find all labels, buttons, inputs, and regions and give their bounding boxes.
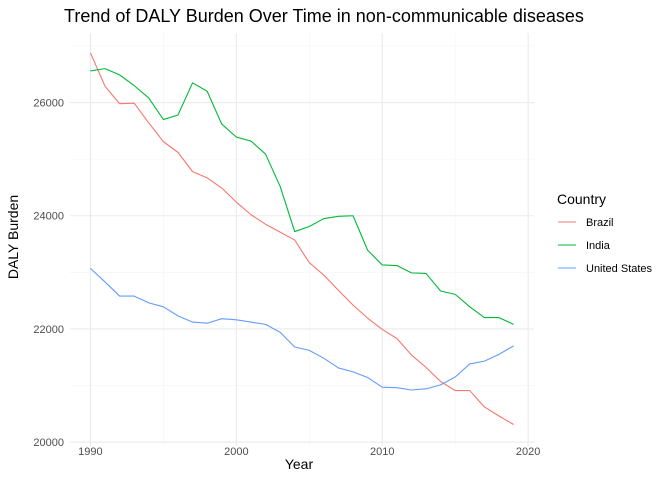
legend-item-brazil: Brazil — [558, 217, 614, 229]
x-tick-label: 2010 — [370, 446, 394, 458]
x-axis-ticks: 1990 2000 2010 2020 — [78, 446, 540, 458]
grid — [70, 33, 534, 446]
x-tick-label: 1990 — [78, 446, 102, 458]
legend-label: Brazil — [586, 217, 614, 229]
legend-label: United States — [586, 263, 653, 275]
legend-label: India — [586, 240, 611, 252]
series-lines — [89, 52, 514, 425]
y-tick-label: 24000 — [33, 211, 64, 223]
legend: Country Brazil India United States — [557, 191, 653, 275]
y-axis-title: DALY Burden — [5, 195, 21, 279]
legend-items: Brazil India United States — [558, 217, 653, 275]
x-tick-label: 2000 — [224, 446, 248, 458]
y-tick-label: 22000 — [33, 324, 64, 336]
y-tick-label: 26000 — [33, 98, 64, 110]
series-line-united-states — [90, 267, 514, 391]
legend-item-india: India — [558, 240, 611, 252]
legend-title: Country — [557, 191, 606, 207]
series-line-india — [90, 68, 514, 325]
x-tick-label: 2020 — [516, 446, 540, 458]
legend-item-united-states: United States — [558, 263, 653, 275]
series-line-brazil — [89, 52, 514, 425]
y-axis-ticks: 20000 22000 24000 26000 — [33, 98, 64, 449]
x-axis-title: Year — [285, 456, 314, 472]
chart-title: Trend of DALY Burden Over Time in non-co… — [64, 6, 584, 26]
y-tick-label: 20000 — [33, 437, 64, 449]
